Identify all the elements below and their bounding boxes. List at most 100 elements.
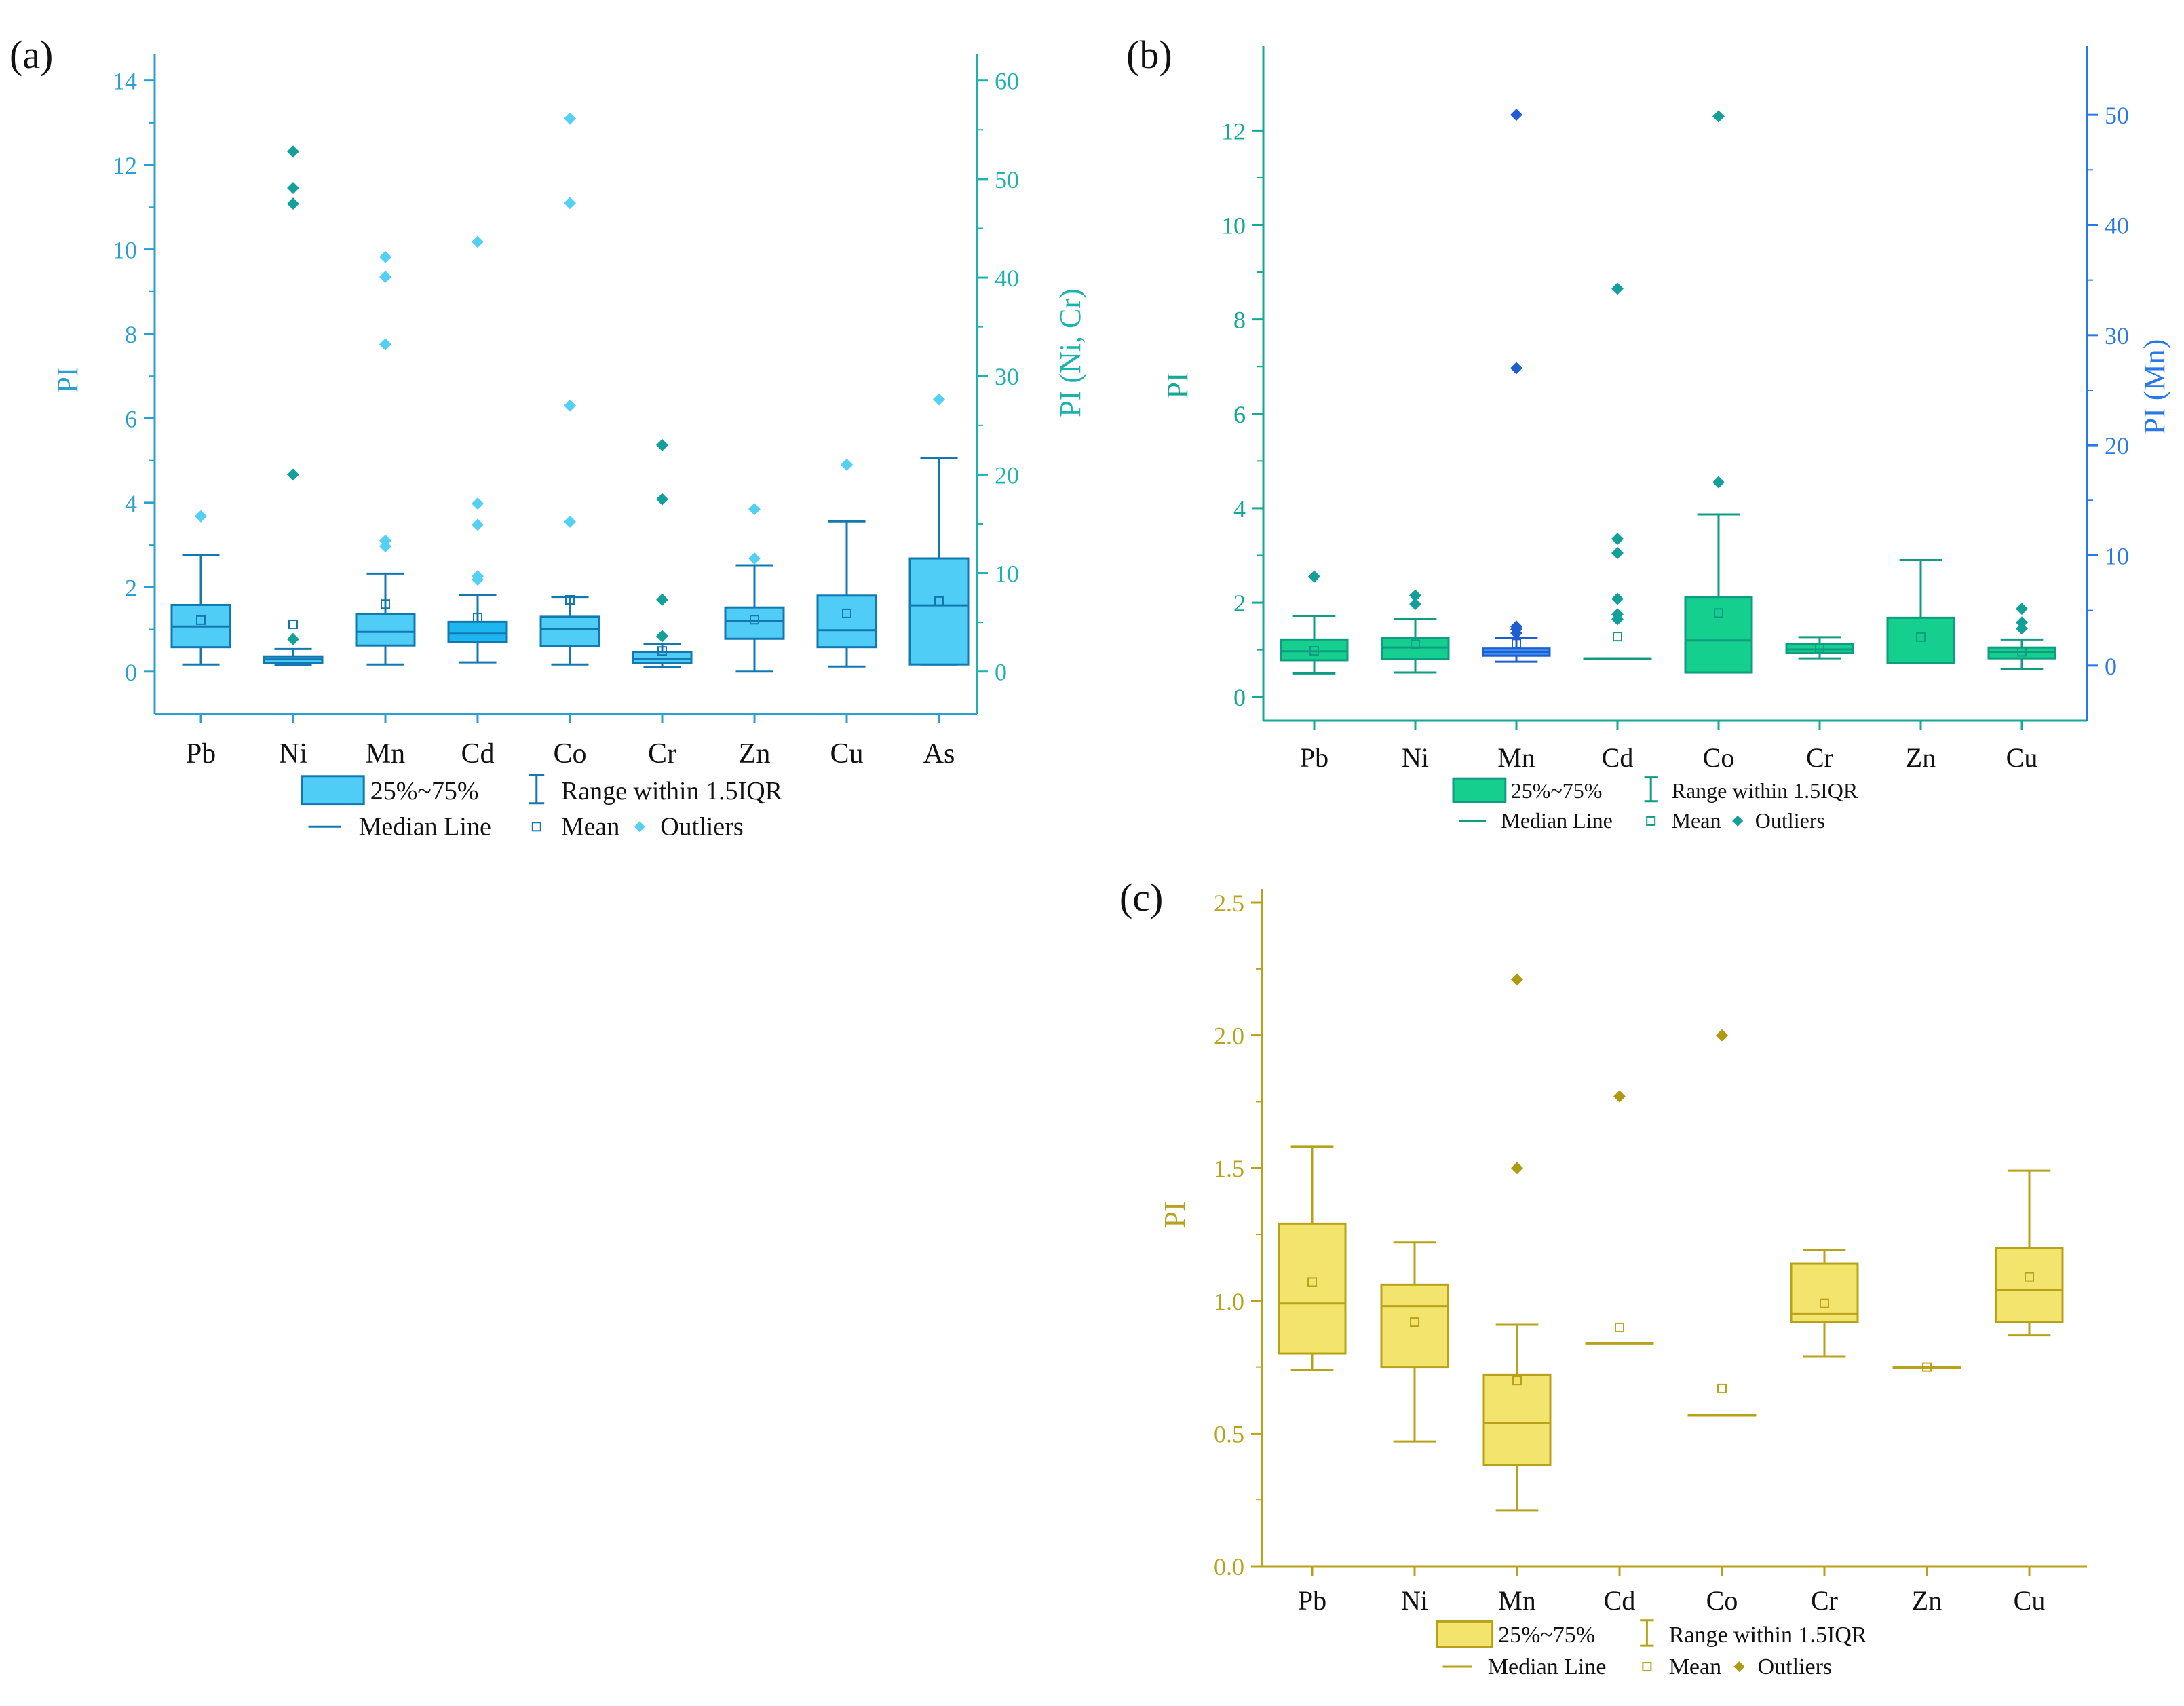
y-tick-label-c-5: 2.5 <box>1214 890 1244 917</box>
x-tick-label-a-7: Cu <box>830 738 863 770</box>
y2-axis-title-b: PI (Mn) <box>2138 339 2171 435</box>
legend-box-label-b: 25%~75% <box>1511 778 1603 803</box>
y-axis-title-c: PI <box>1158 1201 1191 1228</box>
panel-c: (c) 0.0 0.5 1.0 1.5 2.0 2.5 PI Pb Ni Mn Cd Co Cr Zn Cu 2… <box>1119 875 2087 1680</box>
legend-mean-label-c: Mean <box>1669 1654 1721 1680</box>
outlier-a-4-2 <box>564 197 576 210</box>
outlier-a-5-1 <box>656 593 668 606</box>
y2-tick-label-a-3: 30 <box>995 363 1019 390</box>
x-tick-label-b-6: Zn <box>1906 742 1936 773</box>
x-tick-label-c-5: Cr <box>1811 1585 1838 1616</box>
outlier-b-2-3 <box>1510 362 1522 375</box>
outlier-a-3-4 <box>472 235 484 248</box>
outlier-c-3-0 <box>1613 1090 1626 1103</box>
mean-a-4 <box>565 595 575 605</box>
mean-c-2 <box>1512 1376 1522 1386</box>
x-tick-label-b-7: Cu <box>2006 742 2038 773</box>
y-tick-label-b-3: 6 <box>1233 401 1246 428</box>
mean-b-1 <box>1411 639 1420 649</box>
legend-range-label-c: Range within 1.5IQR <box>1669 1623 1867 1648</box>
legend-mean-swatch-c <box>1642 1662 1652 1672</box>
outlier-b-3-1 <box>1611 608 1624 621</box>
mean-c-1 <box>1410 1317 1419 1327</box>
box-a-7 <box>816 594 877 649</box>
y2-tick-label-b-1: 10 <box>2105 543 2129 570</box>
x-tick-label-b-3: Cd <box>1602 742 1634 773</box>
y2-tick-label-a-0: 0 <box>995 659 1007 686</box>
x-tick-label-c-1: Ni <box>1401 1585 1428 1616</box>
x-tick-label-a-3: Cd <box>461 738 494 770</box>
x-tick-label-c-7: Cu <box>2014 1585 2046 1616</box>
mean-a-5 <box>657 646 667 656</box>
y-tick-label-c-3: 1.5 <box>1214 1155 1244 1182</box>
outlier-a-1-2 <box>287 197 299 210</box>
y2-axis-title-a: PI (Ni, Cr) <box>1054 288 1087 417</box>
legend-mean-label-b: Mean <box>1672 808 1721 833</box>
mean-a-8 <box>934 596 944 606</box>
legend-outliers-swatch-c <box>1733 1661 1745 1673</box>
outlier-a-0-0 <box>195 510 207 523</box>
x-tick-label-c-6: Zn <box>1912 1585 1942 1616</box>
y-tick-label-a-1: 2 <box>125 574 137 601</box>
outlier-b-3-4 <box>1611 533 1624 546</box>
box-a-2 <box>355 613 416 647</box>
outlier-b-2-4 <box>1510 109 1522 121</box>
outlier-a-7-0 <box>841 458 853 471</box>
y-axis-title-b: PI <box>1161 372 1194 398</box>
y-tick-label-b-1: 2 <box>1233 590 1246 617</box>
outlier-b-4-1 <box>1712 110 1725 123</box>
box-a-6 <box>724 606 785 640</box>
outlier-a-4-3 <box>564 112 576 125</box>
legend-outliers-swatch-b <box>1732 815 1744 827</box>
y2-tick-label-b-4: 40 <box>2105 212 2129 240</box>
legend-outliers-label-b: Outliers <box>1755 808 1825 833</box>
legend-range-label-a: Range within 1.5IQR <box>561 777 783 805</box>
mean-c-4 <box>1717 1383 1727 1393</box>
mean-a-0 <box>196 615 206 625</box>
panel-label-c: (c) <box>1119 875 1163 920</box>
y2-tick-label-a-2: 20 <box>995 461 1019 489</box>
y2-tick-label-a-4: 40 <box>995 265 1019 292</box>
outlier-a-2-4 <box>379 250 391 263</box>
legend-range-label-b: Range within 1.5IQR <box>1672 778 1858 803</box>
outlier-b-3-3 <box>1611 547 1624 560</box>
outlier-a-6-0 <box>748 552 761 565</box>
outlier-a-1-3 <box>287 181 299 194</box>
legend-mean-swatch-b <box>1646 816 1656 826</box>
outlier-b-7-2 <box>2016 603 2028 615</box>
x-tick-label-b-1: Ni <box>1402 742 1429 773</box>
outlier-a-5-2 <box>656 493 668 506</box>
outlier-a-2-2 <box>379 338 391 351</box>
x-tick-label-b-5: Cr <box>1806 742 1833 773</box>
outlier-b-1-0 <box>1409 598 1421 611</box>
box-a-4 <box>539 615 600 647</box>
y-axis-title-a: PI <box>51 366 84 393</box>
legend-box-swatch-c <box>1436 1620 1494 1648</box>
outlier-a-6-1 <box>748 503 761 516</box>
mean-b-4 <box>1714 608 1723 618</box>
y-tick-label-a-2: 4 <box>125 490 137 517</box>
mean-a-6 <box>750 615 759 625</box>
mean-b-5 <box>1815 643 1824 653</box>
outlier-a-3-1 <box>472 570 484 583</box>
x-tick-label-c-2: Mn <box>1498 1585 1536 1616</box>
y-tick-label-a-7: 14 <box>113 68 137 95</box>
y2-tick-label-b-3: 30 <box>2105 322 2129 349</box>
outlier-a-5-0 <box>656 630 668 643</box>
outlier-a-3-2 <box>472 518 484 531</box>
outlier-a-2-1 <box>379 534 391 547</box>
x-tick-label-c-4: Co <box>1706 1585 1738 1616</box>
box-c-7 <box>1995 1247 2064 1323</box>
y-tick-label-c-4: 2.0 <box>1214 1023 1244 1050</box>
x-tick-label-a-0: Pb <box>186 738 216 770</box>
y2-tick-label-a-1: 10 <box>995 561 1019 588</box>
x-tick-label-b-4: Co <box>1703 742 1735 773</box>
outlier-a-3-3 <box>472 497 484 510</box>
legend-outliers-label-c: Outliers <box>1758 1654 1833 1680</box>
box-c-2 <box>1482 1373 1552 1466</box>
x-tick-label-a-4: Co <box>553 738 586 770</box>
legend-mean-label-a: Mean <box>561 812 620 841</box>
outlier-c-4-0 <box>1716 1029 1728 1042</box>
outlier-b-7-0 <box>2016 622 2028 635</box>
outlier-a-8-0 <box>933 393 945 406</box>
